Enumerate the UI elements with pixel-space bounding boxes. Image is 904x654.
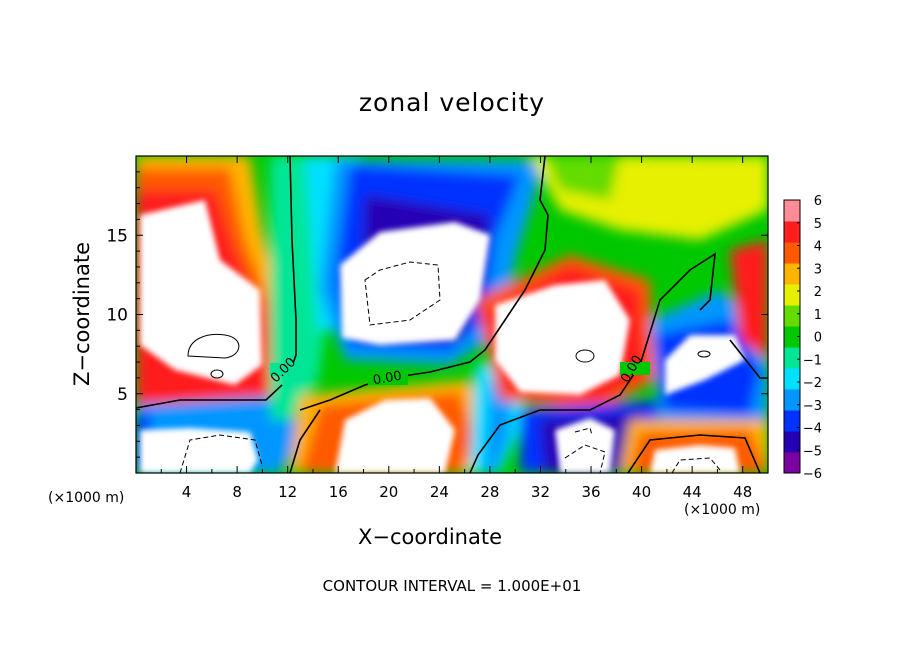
- x-tick-label: 32: [531, 483, 550, 501]
- colorbar-tick-label: 5: [814, 217, 822, 232]
- x-tick-label: 28: [480, 483, 499, 501]
- negative-contours: [179, 261, 721, 473]
- y-tick-label: 10: [106, 306, 128, 326]
- colorbar-tick-label: −5: [803, 444, 822, 459]
- colorbar-segment: [784, 410, 800, 432]
- colorbar-segment: [784, 200, 800, 222]
- x-tick-label: 48: [733, 483, 752, 501]
- x-tick-label: 44: [683, 483, 702, 501]
- colorbar-segment: [784, 305, 800, 327]
- colorbar-tick-label: −2: [803, 376, 822, 391]
- colorbar-tick-label: 3: [814, 262, 822, 277]
- colorbar-segment: [784, 284, 800, 306]
- zero-contours: [136, 156, 768, 473]
- x-tick-label: 8: [232, 483, 242, 501]
- colorbar-segment: [784, 221, 800, 243]
- y-tick-label: 15: [106, 226, 128, 246]
- x-unit-label-right: (×1000 m): [684, 502, 761, 518]
- positive-contours: [187, 333, 711, 379]
- velocity-field: [136, 156, 768, 473]
- colorbar-tick-label: 6: [814, 194, 822, 209]
- colorbar-tick-label: 2: [814, 285, 822, 300]
- colorbar-segment: [784, 431, 800, 453]
- contour-interval-note: CONTOUR INTERVAL = 1.000E+01: [322, 577, 582, 595]
- y-axis-label: Z−coordinate: [70, 242, 94, 386]
- colorbar-segment: [784, 368, 800, 390]
- colorbar-tick-label: −6: [803, 467, 822, 482]
- colorbar-tick-label: 0: [814, 331, 822, 346]
- colorbar-tick-label: −3: [803, 399, 822, 414]
- colorbar-segment: [784, 347, 800, 369]
- x-tick-label: 4: [182, 483, 192, 501]
- colorbar-segment: [784, 242, 800, 264]
- x-unit-label-left: (×1000 m): [48, 490, 125, 506]
- x-tick-label: 16: [329, 483, 348, 501]
- x-axis-label: X−coordinate: [358, 525, 502, 549]
- colorbar-segment: [784, 326, 800, 348]
- contour-labels: [270, 362, 650, 385]
- colorbar-tick-label: 1: [814, 308, 822, 323]
- colorbar-segment: [784, 263, 800, 285]
- x-tick-label: 36: [581, 483, 600, 501]
- chart-title: zonal velocity: [358, 88, 546, 117]
- colorbar-tick-label: −4: [803, 422, 822, 437]
- contour-label: 0.00: [372, 369, 403, 389]
- y-tick-label: 5: [117, 385, 128, 405]
- colorbar-tick-label: 4: [814, 240, 822, 255]
- colorbar-segment: [784, 452, 800, 474]
- x-tick-label: 20: [379, 483, 398, 501]
- colorbar-segment: [784, 389, 800, 411]
- x-tick-label: 12: [278, 483, 297, 501]
- colorbar-tick-label: −1: [803, 353, 822, 368]
- x-tick-label: 24: [430, 483, 449, 501]
- x-tick-label: 40: [632, 483, 651, 501]
